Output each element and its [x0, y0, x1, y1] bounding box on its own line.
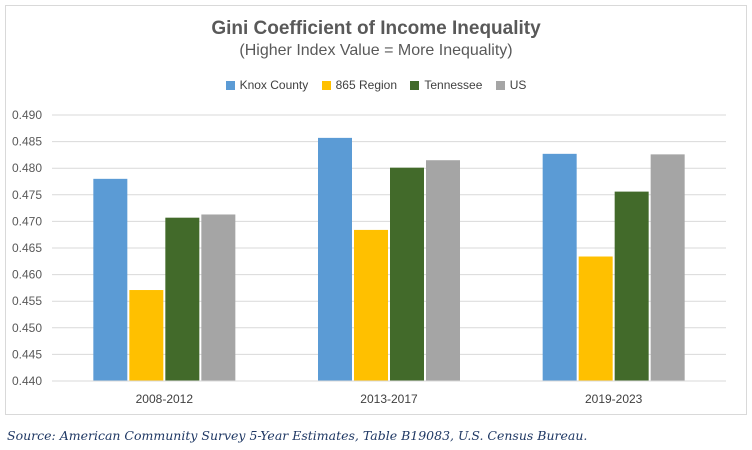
bar-us-2013-2017 [426, 160, 460, 381]
legend-label-865-region: 865 Region [335, 78, 398, 92]
y-tick-label: 0.480 [12, 161, 42, 175]
bar-865-region-2013-2017 [354, 229, 388, 381]
legend-label-tennessee: Tennessee [424, 78, 483, 92]
y-tick-label: 0.475 [12, 188, 42, 202]
bar-865-region-2008-2012 [129, 290, 164, 381]
y-tick-label: 0.455 [12, 294, 42, 308]
y-tick-label: 0.445 [12, 347, 42, 361]
bar-knox-county-2019-2023 [542, 153, 577, 381]
y-tick-label: 0.465 [12, 241, 42, 255]
legend-swatch-tennessee [410, 81, 420, 90]
legend-swatch-865-region [321, 81, 331, 90]
y-tick-label: 0.485 [12, 135, 42, 149]
x-tick-label: 2013-2017 [360, 392, 418, 406]
legend-label-knox-county: Knox County [239, 78, 309, 92]
x-tick-label: 2008-2012 [136, 392, 194, 406]
bar-us-2019-2023 [650, 154, 685, 381]
legend-swatch-us [495, 81, 505, 90]
chart-legend: Knox County 865 Region Tennessee US [0, 78, 752, 92]
legend-item-us: US [495, 78, 527, 92]
bar-865-region-2019-2023 [578, 256, 613, 381]
bar-tennessee-2008-2012 [165, 217, 200, 381]
bar-knox-county-2008-2012 [93, 178, 128, 381]
legend-item-865-region: 865 Region [321, 78, 398, 92]
y-tick-label: 0.460 [12, 268, 42, 282]
bar-tennessee-2013-2017 [390, 167, 424, 381]
legend-label-us: US [509, 78, 527, 92]
legend-item-tennessee: Tennessee [410, 78, 482, 92]
y-tick-label: 0.450 [12, 321, 42, 335]
y-tick-label: 0.470 [12, 214, 42, 228]
source-note: Source: American Community Survey 5-Year… [7, 428, 588, 443]
chart-title: Gini Coefficient of Income Inequality [211, 18, 541, 39]
y-tick-label: 0.490 [12, 108, 42, 122]
chart-subtitle: (Higher Index Value = More Inequality) [239, 42, 513, 59]
x-tick-label: 2019-2023 [585, 392, 643, 406]
bar-us-2008-2012 [201, 214, 236, 381]
legend-item-knox-county: Knox County [225, 78, 309, 92]
bar-knox-county-2013-2017 [318, 137, 352, 381]
y-tick-label: 0.440 [12, 374, 42, 388]
legend-swatch-knox-county [225, 81, 235, 90]
bar-tennessee-2019-2023 [614, 191, 649, 381]
